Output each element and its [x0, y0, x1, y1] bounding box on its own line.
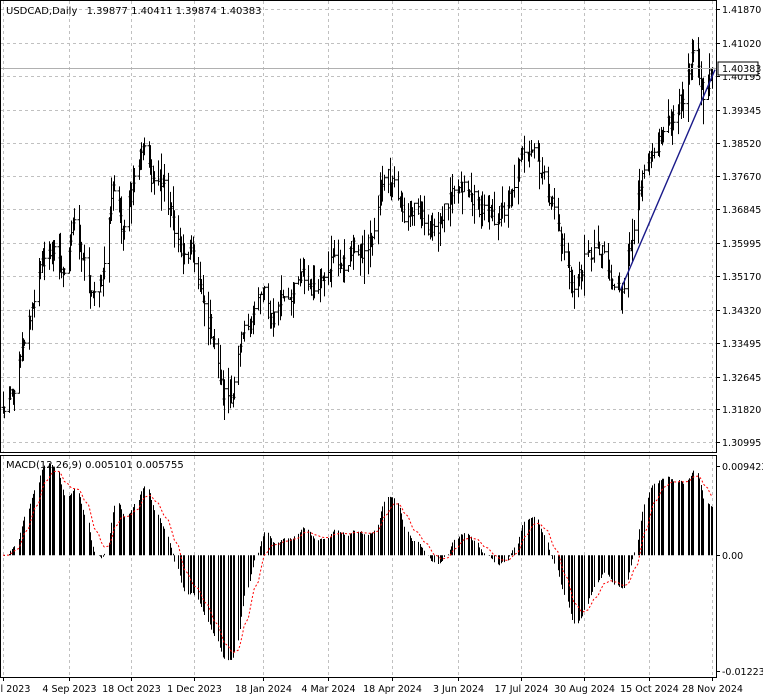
price-tick-label: 1.39345 — [722, 106, 761, 117]
macd-histogram — [4, 463, 713, 661]
macd-tick-label: 0.009423 — [722, 462, 763, 473]
time-tick-label: 28 Nov 2024 — [682, 684, 743, 695]
price-tick-label: 1.37670 — [722, 172, 761, 183]
price-tick-label: 1.41870 — [722, 5, 761, 16]
price-tick-label: 1.36845 — [722, 205, 761, 216]
macd-histogram-bars — [4, 463, 713, 661]
price-tick-label: 1.30995 — [722, 438, 761, 449]
macd-label: MACD(12,26,9) 0.005101 0.005755 — [6, 460, 184, 471]
macd-axis: 0.009423 0.00 -0.012231 — [716, 462, 763, 678]
price-tick-label: 1.41020 — [722, 39, 761, 50]
price-tick-label: 1.33495 — [722, 339, 761, 350]
macd-tick-label: -0.012231 — [722, 667, 763, 678]
trendline[interactable] — [620, 69, 716, 290]
price-tick-label: 1.35170 — [722, 272, 761, 283]
price-tick-label: 1.32645 — [722, 373, 761, 384]
price-tick-label: 1.38520 — [722, 139, 761, 150]
price-pane-frame — [0, 0, 717, 453]
time-tick-label: 18 Apr 2024 — [363, 684, 422, 695]
current-price-tag: 1.40383 — [717, 61, 761, 76]
time-tick-label: 4 Sep 2023 — [42, 684, 96, 695]
current-price-tag-bg — [717, 61, 759, 76]
macd-pane[interactable]: 0.009423 0.00 -0.012231 MACD(12,26,9) 0.00… — [0, 455, 763, 679]
time-tick-label: 20 Jul 2023 — [0, 684, 30, 695]
current-price-tag-text: 1.40383 — [722, 64, 761, 75]
price-tick-label: 1.31820 — [722, 405, 761, 416]
chart-symbol: USDCAD,Daily 1.39877 1.40411 1.39874 1.4… — [6, 6, 262, 17]
time-tick-label: 1 Dec 2023 — [167, 684, 222, 695]
ohlc-bars — [1, 37, 715, 420]
ohlc-values: 1.39877 1.40411 1.39874 1.40383 — [87, 6, 262, 17]
price-grid — [1, 1, 716, 452]
time-tick-label: 4 Mar 2024 — [301, 684, 355, 695]
macd-tick-label: 0.00 — [722, 551, 743, 562]
time-tick-label: 15 Oct 2024 — [620, 684, 679, 695]
time-tick-label: 30 Aug 2024 — [554, 684, 615, 695]
macd-signal-line — [2, 470, 713, 654]
macd-grid — [3, 456, 713, 677]
price-tick-label: 1.34320 — [722, 306, 761, 317]
time-tick-label: 3 Jun 2024 — [433, 684, 484, 695]
price-tick-label: 1.35995 — [722, 239, 761, 250]
time-tick-label: 17 Jul 2024 — [495, 684, 549, 695]
time-tick-label: 18 Oct 2023 — [102, 684, 161, 695]
price-pane[interactable]: 1.41870 1.41020 1.40195 1.39345 1.38520 1.376… — [0, 0, 762, 453]
symbol-label: USDCAD,Daily — [6, 6, 77, 17]
time-axis: 20 Jul 2023 4 Sep 2023 18 Oct 2023 1 Dec 20… — [0, 677, 743, 695]
price-tick-label: 1.40195 — [722, 72, 761, 83]
time-tick-label: 18 Jan 2024 — [235, 684, 292, 695]
macd-pane-frame — [0, 455, 717, 678]
price-bars — [1, 37, 715, 420]
price-axis: 1.41870 1.41020 1.40195 1.39345 1.38520 1.376… — [716, 5, 761, 449]
